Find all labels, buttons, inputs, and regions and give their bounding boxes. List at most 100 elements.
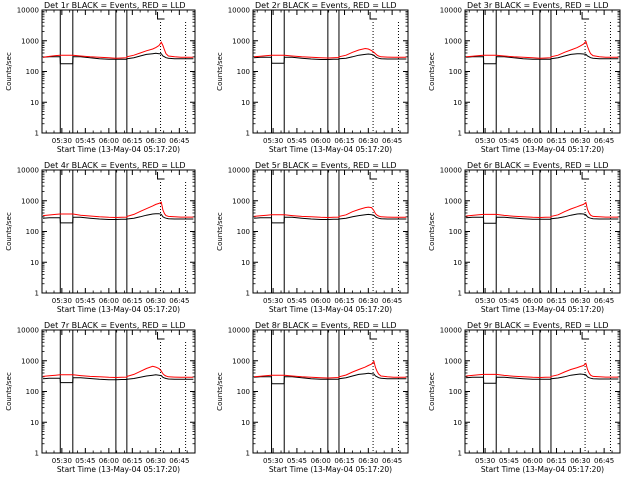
panel-title: Det 9r BLACK = Events, RED = LLD [467, 321, 609, 330]
x-axis-title: Start Time (13-May-04 05:17:20) [269, 465, 392, 474]
y-tick-label: 1000 [232, 197, 250, 205]
plot-frame [41, 169, 196, 294]
x-tick-label: 06:00 [99, 297, 119, 305]
x-tick-label: 05:30 [475, 297, 495, 305]
x-axis-title: Start Time (13-May-04 05:17:20) [481, 145, 604, 154]
lld-series [42, 365, 194, 378]
x-tick-label: 06:30 [146, 137, 166, 145]
y-tick-label: 1000 [232, 357, 250, 365]
x-tick-label: 06:30 [146, 297, 166, 305]
x-tick-label: 05:30 [263, 457, 283, 465]
x-tick-label: 06:45 [594, 137, 614, 145]
y-tick-label: 10 [453, 259, 462, 267]
y-tick-label: 10000 [440, 167, 462, 175]
x-axis-title: Start Time (13-May-04 05:17:20) [481, 465, 604, 474]
x-tick-label: 05:45 [287, 137, 307, 145]
y-tick-label: 1000 [21, 37, 39, 45]
x-tick-label: 05:45 [287, 457, 307, 465]
y-tick-label: 1 [35, 290, 39, 298]
detector-panel: Det 4r BLACK = Events, RED = LLD 1 10 100 10… [5, 161, 196, 314]
detector-panel: Det 1r BLACK = Events, RED = LLD 1 10 100 10… [5, 1, 196, 154]
x-tick-label: 05:45 [499, 297, 519, 305]
events-series [466, 53, 619, 65]
plot-frame [464, 329, 621, 454]
y-tick-label: 10 [453, 419, 462, 427]
x-tick-label: 06:45 [169, 297, 189, 305]
lld-series [42, 41, 194, 59]
y-tick-label: 1 [458, 130, 462, 138]
x-tick-label: 05:30 [52, 297, 72, 305]
panel-title: Det 1r BLACK = Events, RED = LLD [44, 1, 186, 10]
x-tick-label: 06:30 [358, 457, 378, 465]
y-axis-title: Counts/sec [428, 52, 436, 91]
detector-panel: Det 8r BLACK = Events, RED = LLD 1 10 100 10… [216, 321, 409, 474]
x-tick-label: 06:15 [334, 297, 354, 305]
plot-frame [464, 9, 621, 134]
events-series [254, 372, 407, 385]
attenuator-bracket [157, 172, 165, 180]
y-tick-label: 10000 [17, 327, 39, 335]
y-tick-label: 10000 [440, 7, 462, 15]
y-tick-label: 100 [26, 68, 39, 76]
y-tick-label: 100 [237, 68, 250, 76]
x-tick-label: 06:30 [570, 137, 590, 145]
x-tick-label: 06:15 [122, 137, 142, 145]
plot-frame [41, 329, 196, 454]
y-tick-label: 10000 [228, 327, 250, 335]
attenuator-bracket [581, 12, 590, 20]
x-axis-title: Start Time (13-May-04 05:17:20) [269, 145, 392, 154]
x-tick-label: 05:45 [75, 457, 95, 465]
x-tick-label: 06:15 [546, 137, 566, 145]
events-series [466, 373, 619, 384]
x-tick-label: 06:45 [169, 457, 189, 465]
detector-panel: Det 7r BLACK = Events, RED = LLD 1 10 100 10… [5, 321, 196, 474]
x-tick-label: 06:00 [523, 457, 543, 465]
y-tick-label: 100 [237, 228, 250, 236]
detector-panel: Det 5r BLACK = Events, RED = LLD 1 10 100 10… [216, 161, 409, 314]
attenuator-bracket [157, 332, 165, 340]
x-tick-label: 06:30 [358, 297, 378, 305]
x-tick-label: 05:45 [75, 297, 95, 305]
x-tick-label: 05:30 [263, 297, 283, 305]
y-axis-title: Counts/sec [5, 372, 13, 411]
x-tick-label: 06:30 [358, 137, 378, 145]
y-tick-label: 100 [237, 388, 250, 396]
lld-series [254, 360, 407, 379]
y-tick-label: 10 [30, 259, 39, 267]
x-tick-label: 06:30 [146, 457, 166, 465]
x-tick-label: 05:30 [475, 457, 495, 465]
events-series [42, 213, 194, 224]
y-axis-title: Counts/sec [216, 52, 224, 91]
x-tick-label: 06:15 [546, 457, 566, 465]
x-tick-label: 05:45 [287, 297, 307, 305]
y-tick-label: 10 [241, 419, 250, 427]
y-axis-title: Counts/sec [428, 212, 436, 251]
x-tick-label: 05:30 [52, 457, 72, 465]
lld-series [42, 201, 194, 218]
x-tick-label: 05:30 [263, 137, 283, 145]
panel-title: Det 4r BLACK = Events, RED = LLD [44, 161, 186, 170]
y-tick-label: 1 [458, 450, 462, 458]
lld-series [254, 206, 407, 218]
y-tick-label: 1 [35, 450, 39, 458]
y-tick-label: 10000 [17, 7, 39, 15]
x-tick-label: 05:45 [75, 137, 95, 145]
panel-title: Det 5r BLACK = Events, RED = LLD [255, 161, 397, 170]
y-axis-title: Counts/sec [216, 372, 224, 411]
y-tick-label: 10 [30, 419, 39, 427]
y-tick-label: 1000 [444, 357, 462, 365]
attenuator-bracket [369, 12, 378, 20]
y-tick-label: 100 [449, 68, 462, 76]
x-axis-title: Start Time (13-May-04 05:17:20) [481, 305, 604, 314]
y-tick-label: 100 [449, 228, 462, 236]
attenuator-bracket [369, 332, 378, 340]
x-tick-label: 05:45 [499, 457, 519, 465]
x-axis-title: Start Time (13-May-04 05:17:20) [57, 465, 180, 474]
x-tick-label: 05:30 [52, 137, 72, 145]
x-axis-title: Start Time (13-May-04 05:17:20) [57, 305, 180, 314]
x-tick-label: 06:00 [311, 137, 331, 145]
attenuator-bracket [157, 12, 165, 20]
x-tick-label: 06:00 [523, 137, 543, 145]
y-tick-label: 10 [453, 99, 462, 107]
plot-frame [41, 9, 196, 134]
